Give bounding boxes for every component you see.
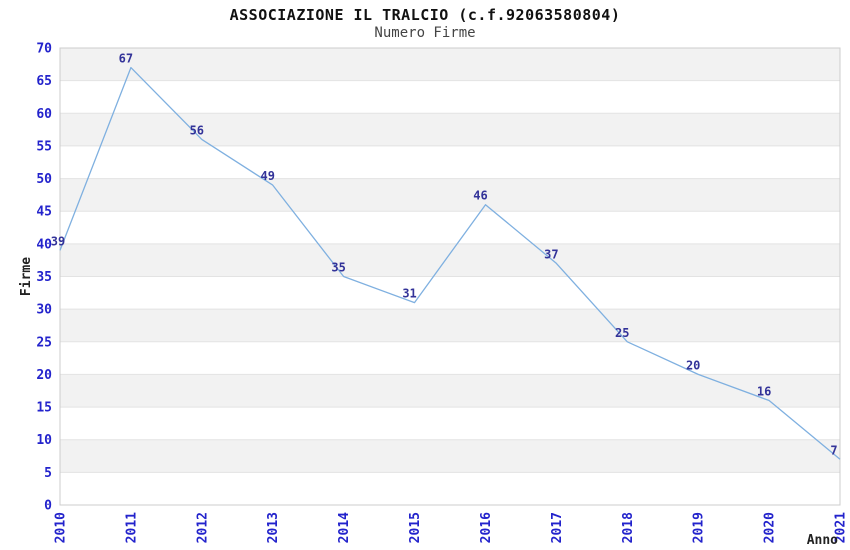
value-label: 7 bbox=[830, 443, 837, 457]
y-tick-label: 50 bbox=[36, 172, 52, 187]
x-tick-label: 2019 bbox=[692, 512, 707, 543]
value-label: 39 bbox=[51, 234, 65, 248]
y-tick-label: 70 bbox=[36, 42, 52, 57]
value-label: 46 bbox=[473, 189, 487, 203]
y-tick-label: 10 bbox=[36, 433, 52, 448]
x-tick-label: 2015 bbox=[408, 512, 423, 543]
value-label: 16 bbox=[757, 385, 771, 399]
x-tick-label: 2011 bbox=[124, 512, 139, 543]
chart-title: ASSOCIAZIONE IL TRALCIO (c.f.92063580804… bbox=[229, 6, 621, 24]
y-tick-label: 15 bbox=[36, 401, 52, 416]
plot-band bbox=[60, 374, 840, 408]
value-label: 67 bbox=[119, 52, 133, 66]
plot-band bbox=[60, 243, 840, 277]
plot-band bbox=[60, 48, 840, 81]
y-axis-title: Firme bbox=[19, 257, 34, 296]
plot-band bbox=[60, 309, 840, 342]
plot-border bbox=[59, 47, 841, 506]
value-label: 37 bbox=[544, 247, 558, 261]
y-tick-label: 5 bbox=[44, 466, 52, 481]
x-tick-label: 2013 bbox=[266, 512, 281, 543]
y-tick-label: 40 bbox=[36, 237, 52, 252]
data-line bbox=[59, 66, 841, 460]
plot-band bbox=[60, 113, 840, 146]
chart-subtitle: Numero Firme bbox=[374, 25, 476, 41]
value-label: 49 bbox=[261, 169, 275, 183]
value-label: 56 bbox=[190, 123, 204, 137]
x-tick-label: 2014 bbox=[337, 512, 352, 543]
value-label: 25 bbox=[615, 326, 629, 340]
y-tick-label: 30 bbox=[36, 303, 52, 318]
y-tick-label: 60 bbox=[36, 107, 52, 122]
x-tick-label: 2017 bbox=[550, 512, 565, 543]
y-tick-label: 55 bbox=[36, 139, 52, 154]
x-tick-label: 2010 bbox=[54, 512, 69, 543]
value-label: 35 bbox=[331, 261, 345, 275]
plot-band bbox=[60, 178, 840, 212]
x-tick-label: 2020 bbox=[763, 512, 778, 543]
value-label: 20 bbox=[686, 358, 700, 372]
value-label: 31 bbox=[402, 287, 416, 301]
x-tick-label: 2021 bbox=[834, 512, 849, 543]
y-tick-label: 25 bbox=[36, 335, 52, 350]
y-tick-label: 45 bbox=[36, 205, 52, 220]
plot-band bbox=[60, 439, 840, 473]
y-tick-label: 35 bbox=[36, 270, 52, 285]
x-tick-label: 2016 bbox=[479, 512, 494, 543]
x-tick-label: 2012 bbox=[195, 512, 210, 543]
y-tick-label: 65 bbox=[36, 74, 52, 89]
x-axis-title: Anno bbox=[807, 533, 838, 548]
y-tick-label: 20 bbox=[36, 368, 52, 383]
y-tick-label: 0 bbox=[44, 499, 52, 514]
x-tick-label: 2018 bbox=[621, 512, 636, 543]
